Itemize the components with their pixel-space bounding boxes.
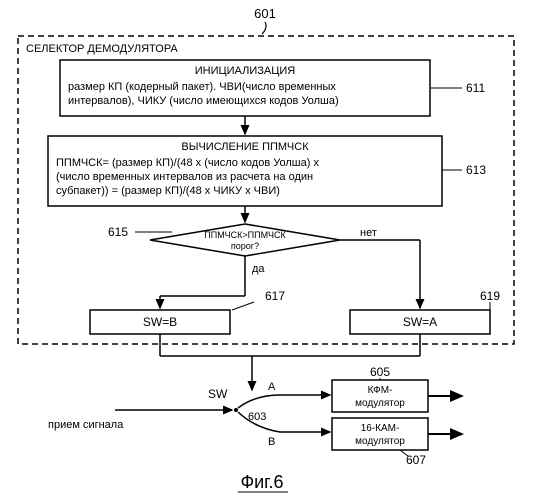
- decision-line2: порог?: [231, 241, 259, 251]
- kam-box: 16-КАМ- модулятор: [332, 418, 428, 450]
- kam-line2: модулятор: [355, 436, 405, 447]
- init-box: ИНИЦИАЛИЗАЦИЯ размер КП (кодерный пакет)…: [60, 60, 430, 116]
- ref-617: 617: [265, 289, 285, 303]
- decision-yes: да: [252, 263, 265, 275]
- kfm-box: КФМ- модулятор: [332, 380, 428, 412]
- figure-caption: Фиг.6: [240, 472, 283, 492]
- calc-title: ВЫЧИСЛЕНИЕ ППМЧСК: [181, 141, 309, 153]
- switch-node: SW A B 603: [115, 381, 280, 448]
- ref-619: 619: [480, 289, 500, 303]
- decision-diamond: ППМЧСК>ППМЧСК порог?: [150, 224, 340, 256]
- switch-label: SW: [208, 387, 228, 401]
- ref-607: 607: [406, 453, 426, 467]
- ref-603: 603: [248, 411, 266, 423]
- sw-b-box: SW=B: [90, 310, 230, 334]
- calc-line2: (число временных интервалов из расчета н…: [56, 171, 313, 183]
- calc-line1: ППМЧСК= (размер КП)/(48 x (число кодов У…: [56, 157, 319, 169]
- sw-b-text: SW=B: [143, 315, 177, 329]
- ref-613: 613: [466, 163, 486, 177]
- kam-line1: 16-КАМ-: [361, 423, 400, 434]
- kfm-line1: КФМ-: [368, 385, 393, 396]
- ref-601: 601: [254, 6, 276, 21]
- ref-605: 605: [370, 365, 390, 379]
- sw-a-box: SW=A: [350, 310, 490, 334]
- init-line2: интервалов), ЧИКУ (число имеющихся кодов…: [68, 95, 339, 107]
- switch-b: B: [268, 436, 275, 448]
- sw-a-text: SW=A: [403, 315, 437, 329]
- init-line1: размер КП (кодерный пакет). ЧВИ(число вр…: [68, 81, 336, 93]
- calc-line3: субпакет)) = (размер КП)/(48 x ЧИКУ x ЧВ…: [56, 185, 280, 197]
- decision-no: нет: [360, 227, 377, 239]
- kfm-line2: модулятор: [355, 398, 405, 409]
- calc-box: ВЫЧИСЛЕНИЕ ППМЧСК ППМЧСК= (размер КП)/(4…: [48, 136, 442, 206]
- signal-in-label: прием сигнала: [48, 419, 124, 431]
- selector-title: СЕЛЕКТОР ДЕМОДУЛЯТОРА: [26, 43, 178, 55]
- init-title: ИНИЦИАЛИЗАЦИЯ: [195, 65, 296, 77]
- switch-a: A: [268, 381, 276, 393]
- ref-611: 611: [466, 81, 485, 95]
- ref-615: 615: [108, 225, 128, 239]
- decision-line1: ППМЧСК>ППМЧСК: [204, 230, 286, 240]
